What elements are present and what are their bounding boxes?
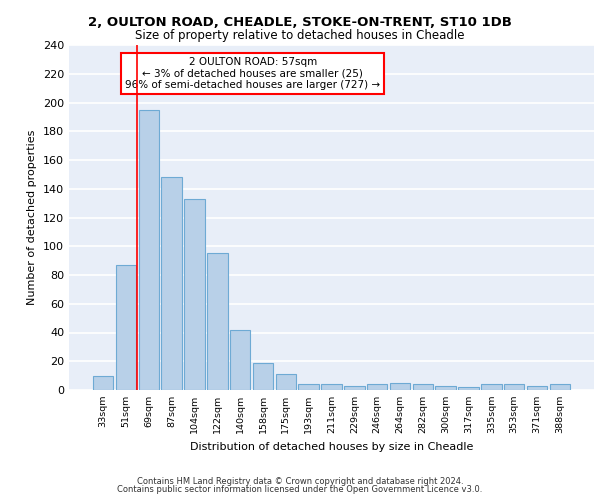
Bar: [481, 384, 502, 390]
Bar: [230, 330, 250, 390]
Bar: [207, 254, 227, 390]
Bar: [298, 384, 319, 390]
Bar: [93, 376, 113, 390]
Bar: [344, 386, 365, 390]
Bar: [253, 362, 273, 390]
Bar: [116, 265, 136, 390]
Bar: [161, 178, 182, 390]
Bar: [436, 386, 456, 390]
Bar: [275, 374, 296, 390]
Bar: [527, 386, 547, 390]
Bar: [458, 387, 479, 390]
Bar: [390, 383, 410, 390]
Bar: [550, 384, 570, 390]
X-axis label: Distribution of detached houses by size in Cheadle: Distribution of detached houses by size …: [190, 442, 473, 452]
Text: 2 OULTON ROAD: 57sqm
← 3% of detached houses are smaller (25)
96% of semi-detach: 2 OULTON ROAD: 57sqm ← 3% of detached ho…: [125, 57, 380, 90]
Bar: [321, 384, 342, 390]
Y-axis label: Number of detached properties: Number of detached properties: [28, 130, 37, 305]
Text: 2, OULTON ROAD, CHEADLE, STOKE-ON-TRENT, ST10 1DB: 2, OULTON ROAD, CHEADLE, STOKE-ON-TRENT,…: [88, 16, 512, 29]
Text: Contains HM Land Registry data © Crown copyright and database right 2024.: Contains HM Land Registry data © Crown c…: [137, 477, 463, 486]
Bar: [504, 384, 524, 390]
Bar: [139, 110, 159, 390]
Bar: [413, 384, 433, 390]
Bar: [367, 384, 388, 390]
Text: Contains public sector information licensed under the Open Government Licence v3: Contains public sector information licen…: [118, 485, 482, 494]
Text: Size of property relative to detached houses in Cheadle: Size of property relative to detached ho…: [135, 29, 465, 42]
Bar: [184, 199, 205, 390]
